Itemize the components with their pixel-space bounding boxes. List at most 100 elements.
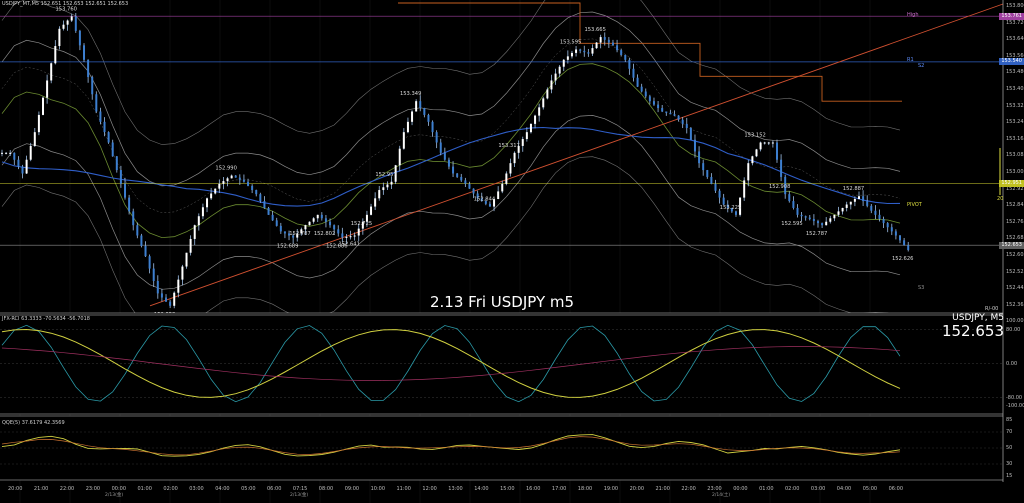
candle-body <box>189 238 192 253</box>
s2-label: S2 <box>918 63 925 69</box>
candle-body <box>607 39 610 43</box>
rci-fast <box>1 324 901 403</box>
s3-label: S3 <box>918 285 925 291</box>
candle-body <box>718 190 721 198</box>
rci-tick: 100.00 <box>1006 318 1024 324</box>
candle-body <box>365 214 368 222</box>
price-annotation: 152.595 <box>781 221 802 227</box>
candle-body <box>841 207 844 212</box>
date-label: 2/14(土) <box>712 491 730 498</box>
candle-body <box>111 142 114 157</box>
time-label: 18:00 <box>578 486 592 492</box>
candle-body <box>337 229 340 234</box>
moving-averages <box>1 63 901 239</box>
candle-body <box>169 301 172 306</box>
candle-body <box>509 163 512 174</box>
time-label: 06:00 <box>889 486 903 492</box>
candle-body <box>521 139 524 146</box>
rci-tick: -80.00 <box>1006 394 1023 401</box>
qqe-signal <box>1 436 901 456</box>
candle-body <box>599 37 602 43</box>
price-tick: 153.165 <box>1006 135 1024 142</box>
candle-body <box>870 205 873 211</box>
time-label: 00:00 <box>112 486 126 492</box>
candle-body <box>173 292 176 306</box>
price-tick: 153.480 <box>1006 69 1024 76</box>
candle-body <box>50 63 53 81</box>
candle-body <box>255 190 258 195</box>
candle-body <box>206 198 209 208</box>
candle-body <box>329 221 332 226</box>
time-label: 05:00 <box>241 486 255 492</box>
pivot-label: PIVOT <box>907 202 922 208</box>
candles <box>1 13 910 309</box>
time-label: 20:00 <box>8 486 22 492</box>
chart-watermark: 2.13 Fri USDJPY m5 <box>430 293 575 311</box>
candle-body <box>673 114 676 116</box>
candle-body <box>784 176 787 195</box>
candle-body <box>685 123 688 129</box>
current-price: 152.653 <box>941 322 1004 340</box>
candle-body <box>788 194 791 202</box>
candle-body <box>829 218 832 222</box>
candle-body <box>46 80 49 98</box>
price-annotation: 153.152 <box>744 132 765 138</box>
candle-body <box>128 197 131 212</box>
time-label: 21:00 <box>34 486 48 492</box>
candle-body <box>767 142 770 144</box>
candle-body <box>267 207 270 215</box>
candle-body <box>5 152 8 154</box>
candle-body <box>275 220 278 226</box>
candle-body <box>497 191 500 199</box>
time-label: 17:00 <box>552 486 566 492</box>
rci-tick: 0.00 <box>1006 360 1018 367</box>
candle-body <box>288 233 291 236</box>
candle-body <box>402 132 405 149</box>
candle-body <box>620 50 623 55</box>
high-label: High <box>907 12 919 18</box>
candle-body <box>874 210 877 215</box>
price-annotation: 153.225 <box>720 205 741 211</box>
qqe-pane <box>0 416 1003 480</box>
time-label: 06:00 <box>267 486 281 492</box>
candle-body <box>70 16 73 21</box>
candle-body <box>632 68 635 78</box>
candle-body <box>374 198 377 207</box>
candle-body <box>226 178 229 182</box>
candle-body <box>42 97 45 115</box>
time-label: 04:00 <box>215 486 229 492</box>
candle-body <box>107 132 110 143</box>
candle-body <box>734 211 737 215</box>
time-label: 02:00 <box>785 486 799 492</box>
candle-body <box>570 52 573 57</box>
candle-body <box>780 159 783 177</box>
candle-body <box>292 235 295 238</box>
candle-body <box>677 115 680 120</box>
qqe-label: QQE(5) 37.6179 42.3569 <box>2 420 65 426</box>
candle-body <box>759 142 762 150</box>
candle-body <box>472 188 475 194</box>
candle-body <box>185 252 188 267</box>
price-tick: 152.445 <box>1006 285 1024 292</box>
candle-body <box>611 42 614 46</box>
time-label: 23:00 <box>707 486 721 492</box>
candle-body <box>156 280 159 294</box>
price-annotation: 152.802 <box>314 231 335 237</box>
candle-body <box>538 107 541 116</box>
time-label: 15:00 <box>500 486 514 492</box>
candle-body <box>583 50 586 53</box>
candle-body <box>214 188 217 194</box>
candle-body <box>386 184 389 188</box>
candle-body <box>300 229 303 234</box>
candle-body <box>665 111 668 113</box>
candle-body <box>812 218 815 222</box>
candle-body <box>144 245 147 257</box>
candle-body <box>501 183 504 192</box>
candle-body <box>87 59 90 78</box>
time-label: 01:00 <box>759 486 773 492</box>
candle-body <box>452 166 455 174</box>
candle-body <box>320 214 323 219</box>
candle-body <box>242 179 245 182</box>
pane-borders <box>0 0 1004 482</box>
